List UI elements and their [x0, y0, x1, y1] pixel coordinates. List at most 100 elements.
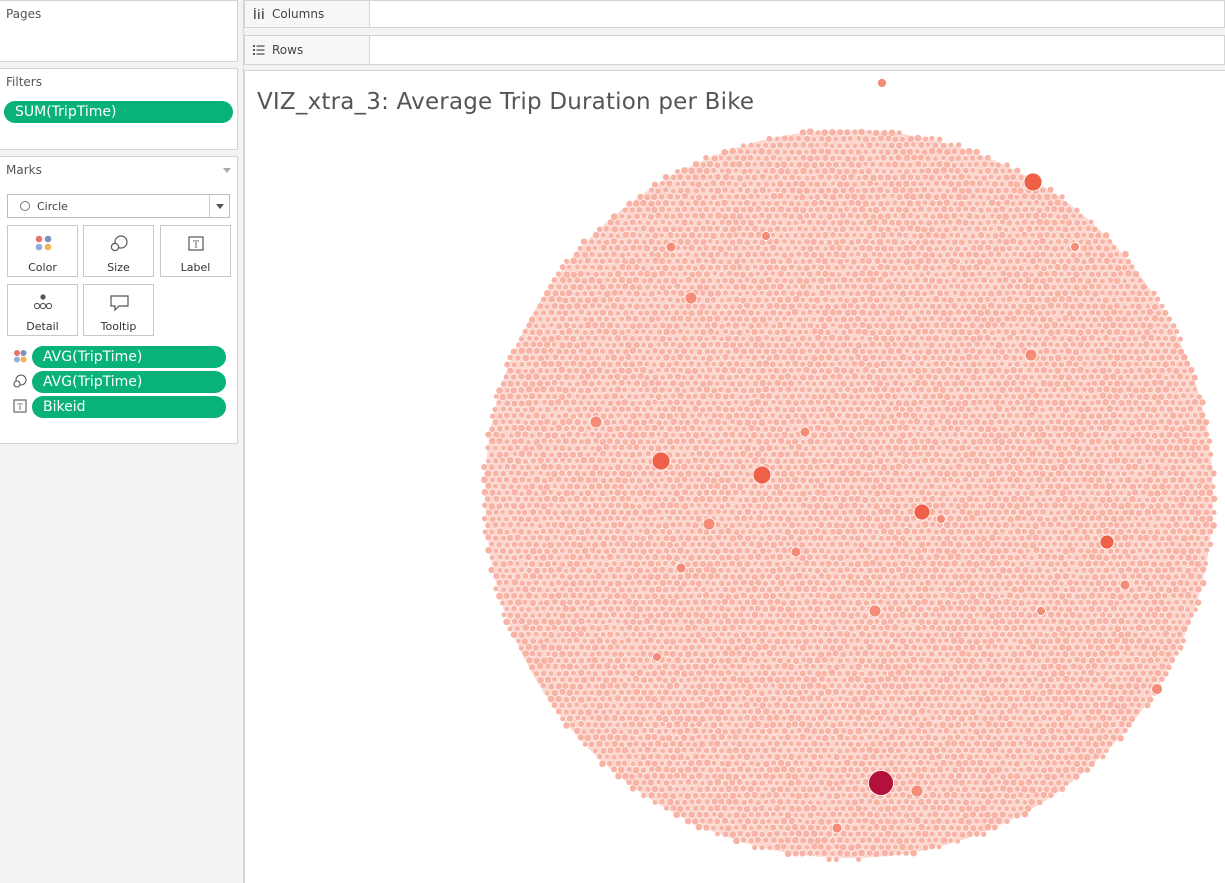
filter-pill-sumtriptime[interactable]: SUM(TripTime)	[4, 101, 233, 123]
bubble-mark	[600, 232, 607, 238]
bubble-mark	[814, 244, 821, 252]
bubble-mark	[907, 381, 913, 387]
bubble-mark	[862, 521, 870, 530]
bubble-mark	[585, 464, 592, 471]
bubble-mark	[1050, 269, 1059, 278]
bubble-mark	[522, 340, 530, 348]
bubble-mark	[1080, 232, 1088, 239]
bubble-mark	[637, 232, 643, 239]
filters-card[interactable]: Filters SUM(TripTime)	[0, 68, 238, 150]
bubble-mark	[532, 372, 541, 381]
bubble-mark	[1073, 514, 1081, 522]
color-encoding-pill[interactable]: AVG(TripTime)	[32, 346, 226, 368]
bubble-mark	[914, 328, 922, 336]
bubble-mark	[895, 411, 903, 419]
bubble-mark	[961, 399, 970, 408]
bubble-mark	[569, 335, 578, 343]
bubble-mark	[1076, 225, 1083, 232]
bubble-mark	[729, 355, 736, 362]
bubble-mark	[888, 476, 896, 484]
bubble-mark	[641, 277, 648, 285]
bubble-mark	[722, 328, 729, 335]
bubble-mark	[625, 251, 632, 258]
bubble-mark	[629, 322, 637, 330]
bubble-mark	[499, 470, 507, 477]
size-button[interactable]: Size	[83, 225, 154, 277]
bubble-mark	[914, 148, 921, 155]
label-button[interactable]: T Label	[160, 225, 231, 277]
bubble-mark	[763, 206, 770, 213]
bubble-mark	[1022, 309, 1029, 317]
bubble-mark	[714, 380, 721, 387]
bubble-mark	[788, 186, 797, 194]
chevron-down-icon[interactable]	[209, 195, 229, 217]
bubble-mark	[589, 445, 596, 452]
bubble-mark	[1114, 264, 1122, 272]
bubble-mark	[646, 507, 655, 516]
bubble-mark	[948, 142, 955, 148]
bubble-mark	[647, 213, 655, 221]
bubble-marks[interactable]	[480, 127, 1218, 863]
bubble-mark	[976, 399, 984, 406]
mark-type-dropdown[interactable]: Circle	[7, 194, 230, 218]
tooltip-button[interactable]: Tooltip	[83, 284, 154, 336]
bubble-mark	[843, 167, 851, 176]
label-encoding-pill[interactable]: Bikeid	[32, 396, 226, 418]
bubble-mark	[1177, 501, 1185, 509]
bubble-mark	[755, 142, 762, 149]
bubble-mark	[788, 418, 796, 425]
bubble-mark	[778, 336, 785, 342]
bubble-mark	[918, 477, 925, 484]
bubble-mark	[876, 379, 884, 388]
bubble-mark	[856, 484, 862, 491]
bubble-mark	[662, 289, 670, 297]
bubble-mark	[707, 482, 715, 490]
pages-card[interactable]: Pages	[0, 0, 238, 62]
bubble-mark	[818, 367, 825, 374]
size-encoding-pill[interactable]: AVG(TripTime)	[32, 371, 226, 393]
rows-shelf[interactable]: Rows	[244, 35, 1225, 65]
bubble-mark	[574, 264, 581, 270]
bubble-mark	[1184, 387, 1191, 394]
bubble-mark	[580, 340, 588, 349]
bubble-mark	[558, 444, 566, 452]
bubble-mark	[829, 489, 837, 496]
bubble-mark	[911, 425, 918, 431]
bubble-mark	[880, 489, 888, 497]
bubble-mark	[582, 419, 588, 426]
detail-button[interactable]: Detail	[7, 284, 78, 336]
bubble-mark	[772, 353, 781, 362]
bubble-mark	[1003, 264, 1011, 272]
bubble-mark	[807, 180, 815, 188]
bubble-mark	[580, 508, 588, 516]
bubble-mark	[828, 308, 837, 317]
bubble-mark	[892, 367, 899, 374]
bubble-mark	[965, 353, 974, 362]
bubble-mark	[880, 205, 888, 213]
bubble-mark	[695, 502, 702, 509]
bubble-mark	[874, 412, 881, 419]
bubble-mark	[983, 463, 992, 471]
bubble-mark	[1125, 296, 1132, 303]
bubble-mark	[728, 329, 736, 336]
bubble-mark	[937, 342, 944, 349]
bubble-mark	[1103, 476, 1111, 484]
packed-bubble-chart[interactable]	[245, 71, 1225, 883]
columns-shelf[interactable]: Columns	[244, 0, 1225, 28]
bubble-mark	[836, 424, 845, 432]
marks-collapse-icon[interactable]	[223, 168, 231, 173]
color-button[interactable]: Color	[7, 225, 78, 277]
bubble-mark	[1151, 379, 1159, 387]
bubble-mark	[573, 342, 581, 350]
bubble-mark	[706, 160, 714, 169]
bubble-mark	[529, 432, 536, 439]
bubble-mark	[873, 399, 881, 407]
bubble-mark	[1105, 418, 1114, 427]
bubble-mark	[558, 329, 566, 336]
viz-canvas[interactable]: VIZ_xtra_3: Average Trip Duration per Bi…	[244, 70, 1225, 883]
bubble-mark	[1166, 392, 1174, 400]
bubble-mark	[581, 405, 589, 412]
bubble-mark	[1113, 443, 1121, 452]
bubble-mark	[915, 431, 922, 438]
bubble-mark	[865, 372, 874, 381]
